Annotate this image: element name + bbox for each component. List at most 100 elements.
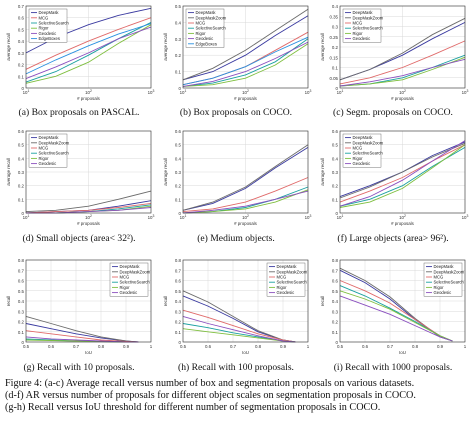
y-tick-label: 0.4 xyxy=(332,299,339,304)
x-tick-label: 101 xyxy=(337,214,344,220)
legend-label-geodesic: Geodesic xyxy=(196,36,214,41)
legend-label-geodesic: Geodesic xyxy=(434,290,452,295)
y-tick-label: 0.6 xyxy=(18,279,25,284)
y-axis-label: average recall xyxy=(320,158,325,186)
y-tick-label: 0.35 xyxy=(329,14,338,19)
x-tick-label: 0.9 xyxy=(280,344,287,349)
series-line-deepmask xyxy=(182,15,309,81)
legend: DeepMaskDeepMaskZoomMCGSelectiveSearchRi… xyxy=(109,262,151,297)
legend-label-rigor: Rigor xyxy=(39,26,50,31)
chart-b-box-coco: 0 0.1 0.2 0.3 0.4 0.5 101 102 103 # proposals aver… xyxy=(163,4,312,101)
x-tick-label: 102 xyxy=(399,89,406,95)
x-tick-label: 102 xyxy=(85,89,92,95)
legend-label-deepmaskzoom: DeepMaskZoom xyxy=(277,269,308,274)
y-tick-label: 0 xyxy=(179,211,182,216)
y-tick-label: 0.3 xyxy=(175,309,182,314)
chart-e-medium-objects: 0 0.1 0.2 0.3 0.4 0.5 0.6 101 102 103 # proposals a… xyxy=(163,129,312,226)
series-line-rigor xyxy=(339,290,453,342)
legend-box xyxy=(342,8,382,43)
series-line-geodesic xyxy=(339,295,453,342)
legend-label-mcg: MCG xyxy=(434,275,444,280)
legend: DeepMaskDeepMaskZoomMCGSelectiveSearchRi… xyxy=(185,8,227,48)
y-tick-label: 0 xyxy=(336,340,339,345)
y-tick-label: 0.5 xyxy=(175,289,182,294)
legend-box xyxy=(28,8,68,43)
series-line-selectivesearch xyxy=(25,21,152,83)
figure-caption-line-3: (g-h) Recall versus IoU threshold for di… xyxy=(5,402,381,414)
y-tick-label: 0.4 xyxy=(332,4,339,9)
y-tick-label: 0.2 xyxy=(18,184,25,189)
legend-label-rigor: Rigor xyxy=(353,31,364,36)
caption-i: (i) Recall with 1000 proposals. xyxy=(333,362,453,373)
x-tick-label: 0.8 xyxy=(412,344,419,349)
legend-box xyxy=(109,262,149,297)
legend: DeepMaskDeepMaskZoomMCGSelectiveSearchRi… xyxy=(342,133,384,168)
y-tick-label: 0.1 xyxy=(18,330,25,335)
y-tick-label: 0.15 xyxy=(329,55,338,60)
y-tick-label: 0.6 xyxy=(332,129,339,134)
caption-h: (h) Recall with 100 proposals. xyxy=(178,362,294,373)
axes-frame xyxy=(339,5,466,89)
x-tick-label: 0.5 xyxy=(180,344,187,349)
axes-frame xyxy=(182,130,309,214)
legend-label-geodesic: Geodesic xyxy=(353,161,371,166)
series-line-mcg xyxy=(182,309,296,343)
x-tick-label: 102 xyxy=(242,89,249,95)
series-line-geodesic xyxy=(182,190,309,214)
y-tick-label: 0.2 xyxy=(175,320,182,325)
legend-label-mcg: MCG xyxy=(196,21,206,26)
caption-f: (f) Large objects (area> 96²). xyxy=(337,233,449,244)
legend-label-edgeboxes: EdgeBoxes xyxy=(196,41,217,46)
series-line-deepmaskzoom xyxy=(182,8,309,81)
x-tick-label: 1 xyxy=(150,344,153,349)
x-tick-label: 103 xyxy=(148,89,155,95)
series-line-mcg xyxy=(25,17,152,70)
y-tick-label: 0.3 xyxy=(18,51,25,56)
x-tick-label: 103 xyxy=(305,89,312,95)
y-axis-label: recall xyxy=(6,296,11,307)
y-tick-label: 0.6 xyxy=(18,129,25,134)
legend-label-selectivesearch: SelectiveSearch xyxy=(39,151,70,156)
y-tick-label: 0.5 xyxy=(175,143,182,148)
chart-a-box-pascal: 0 0.1 0.2 0.3 0.4 0.5 0.6 0.7 101 102 103 # proposa… xyxy=(6,4,155,101)
y-tick-label: 0.6 xyxy=(332,279,339,284)
legend-label-deepmask: DeepMask xyxy=(353,135,374,140)
series-line-mcg xyxy=(339,144,466,203)
legend-label-deepmask: DeepMask xyxy=(39,135,60,140)
series-line-rigor xyxy=(25,24,152,84)
x-axis-label: # proposals xyxy=(391,221,415,226)
legend-label-selectivesearch: SelectiveSearch xyxy=(434,280,465,285)
y-axis-label: recall xyxy=(320,296,325,307)
y-tick-label: 0 xyxy=(179,86,182,91)
legend: DeepMaskDeepMaskZoomMCGSelectiveSearchRi… xyxy=(266,262,308,297)
y-tick-label: 0.6 xyxy=(18,16,25,21)
x-axis-label: # proposals xyxy=(234,221,258,226)
legend-label-selectivesearch: SelectiveSearch xyxy=(120,280,151,285)
legend-label-selectivesearch: SelectiveSearch xyxy=(196,26,227,31)
y-tick-label: 0.8 xyxy=(175,258,182,263)
series-line-deepmaskzoom xyxy=(339,142,466,199)
x-tick-label: 0.7 xyxy=(230,344,237,349)
y-tick-label: 0.4 xyxy=(175,20,182,25)
legend-label-rigor: Rigor xyxy=(120,285,131,290)
caption-b: (b) Box proposals on COCO. xyxy=(179,107,293,118)
legend-box xyxy=(342,133,382,168)
x-axis-label: IoU xyxy=(85,350,92,355)
legend-label-mcg: MCG xyxy=(353,146,363,151)
series-line-selectivesearch xyxy=(182,38,309,87)
x-tick-label: 0.6 xyxy=(205,344,212,349)
series-line-rigor xyxy=(339,56,466,87)
legend-label-geodesic: Geodesic xyxy=(120,290,138,295)
legend-label-rigor: Rigor xyxy=(277,285,288,290)
x-tick-label: 102 xyxy=(85,214,92,220)
y-tick-label: 0.4 xyxy=(175,299,182,304)
y-tick-label: 0.3 xyxy=(332,25,339,30)
series-line-edgeboxes xyxy=(25,23,152,75)
y-axis-label: recall xyxy=(163,296,168,307)
x-tick-label: 0.7 xyxy=(73,344,80,349)
legend-label-geodesic: Geodesic xyxy=(39,161,57,166)
series-line-mcg xyxy=(182,177,309,213)
y-tick-label: 0 xyxy=(336,86,339,91)
legend-label-rigor: Rigor xyxy=(434,285,445,290)
legend-label-deepmaskzoom: DeepMaskZoom xyxy=(434,269,465,274)
